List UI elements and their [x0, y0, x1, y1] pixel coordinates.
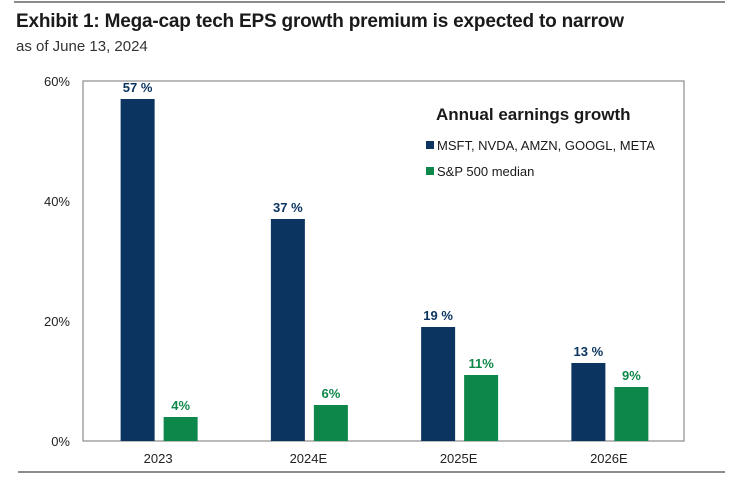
x-tick-label: 2025E — [440, 451, 478, 466]
chart-subtitle: as of June 13, 2024 — [16, 38, 148, 55]
bar-group-2023: 57 % 4% — [120, 80, 198, 441]
bar-sp500 — [614, 387, 649, 441]
legend-swatch — [426, 167, 434, 175]
x-tick-label: 2023 — [144, 451, 173, 466]
bar-group-2024e: 37 % 6% — [270, 200, 348, 441]
top-rule — [14, 1, 725, 3]
legend-swatch — [426, 141, 434, 149]
data-label-sp500: 11% — [468, 356, 494, 371]
bar-mega-cap — [120, 99, 155, 441]
y-tick-label: 20% — [44, 314, 70, 329]
y-tick-label: 60% — [44, 74, 70, 89]
bar-mega-cap — [571, 363, 606, 441]
y-axis: 0% 20% 40% 60% — [44, 74, 70, 449]
x-axis: 2023 2024E 2025E 2026E — [144, 451, 628, 466]
plot-frame — [82, 80, 685, 442]
data-label-mega-cap: 13 % — [574, 344, 604, 359]
bars: 57 % 4% 37 % 6% 19 % 11% 13 % 9% — [120, 80, 649, 441]
x-tick-label: 2024E — [290, 451, 328, 466]
y-tick-label: 0% — [51, 434, 70, 449]
legend-title: Annual earnings growth — [436, 105, 631, 124]
bottom-rule — [18, 471, 725, 473]
data-label-sp500: 6% — [321, 386, 340, 401]
chart-title: Exhibit 1: Mega-cap tech EPS growth prem… — [16, 11, 624, 32]
x-tick-label: 2026E — [590, 451, 628, 466]
legend-item: S&P 500 median — [426, 164, 534, 179]
bar-group-2026e: 13 % 9% — [571, 344, 649, 441]
bar-sp500 — [163, 417, 198, 441]
plot-area-border — [82, 80, 685, 442]
bar-sp500 — [313, 405, 348, 441]
data-label-mega-cap: 37 % — [273, 200, 303, 215]
legend-label: S&P 500 median — [437, 164, 534, 179]
data-label-mega-cap: 57 % — [123, 80, 153, 95]
legend-label: MSFT, NVDA, AMZN, GOOGL, META — [437, 138, 655, 153]
bar-sp500 — [464, 375, 499, 441]
legend: Annual earnings growth MSFT, NVDA, AMZN,… — [426, 105, 655, 179]
data-label-sp500: 9% — [622, 368, 641, 383]
bar-mega-cap — [421, 327, 456, 441]
bar-group-2025e: 19 % 11% — [421, 308, 499, 441]
y-tick-label: 40% — [44, 194, 70, 209]
legend-item: MSFT, NVDA, AMZN, GOOGL, META — [426, 138, 655, 153]
bar-mega-cap — [270, 219, 305, 441]
data-label-sp500: 4% — [171, 398, 190, 413]
data-label-mega-cap: 19 % — [423, 308, 453, 323]
